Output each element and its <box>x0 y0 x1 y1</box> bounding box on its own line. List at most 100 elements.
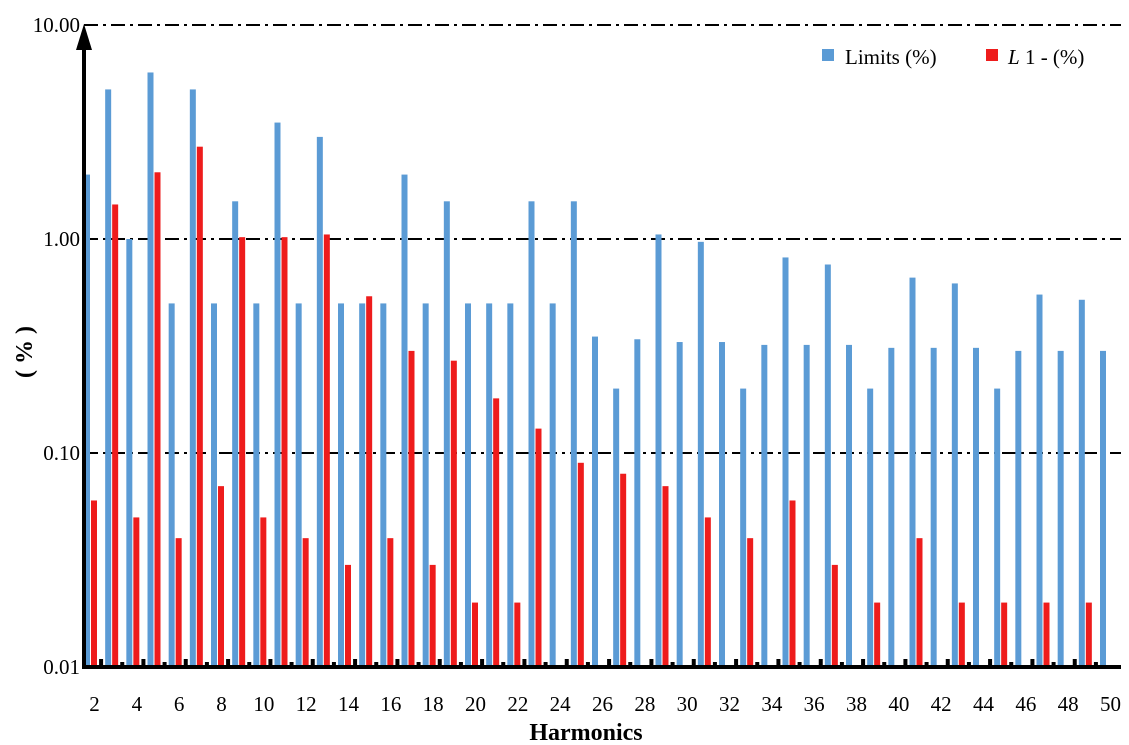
x-tick-mark <box>649 659 654 667</box>
x-tick-label: 42 <box>931 692 952 716</box>
y-tick-labels: 0.01 0.10 1.00 10.00 <box>33 13 80 679</box>
x-tick-mark <box>353 659 358 667</box>
x-tick-label: 32 <box>719 692 740 716</box>
x-tick-label: 28 <box>634 692 655 716</box>
bar-limits <box>359 303 366 667</box>
bar-limits <box>380 303 387 667</box>
x-tick-mark <box>903 659 908 667</box>
bar-limits <box>719 342 725 667</box>
x-tick-label: 46 <box>1015 692 1036 716</box>
bar-l1 <box>133 517 140 667</box>
bar-l1 <box>535 428 542 667</box>
x-tick-mark <box>776 659 781 667</box>
x-tick-label: 6 <box>174 692 185 716</box>
bar-limits <box>951 283 958 667</box>
x-tick-mark <box>183 659 188 667</box>
bar-l1 <box>260 517 267 667</box>
x-tick-label: 34 <box>761 692 783 716</box>
bar-l1 <box>323 234 330 667</box>
bar-limits <box>782 257 789 667</box>
bar-limits <box>824 264 831 667</box>
x-tick-mark <box>628 662 633 667</box>
bar-limits <box>761 344 768 667</box>
x-tick-mark <box>437 659 442 667</box>
y-tick-label: 0.10 <box>43 441 80 465</box>
bar-limits <box>422 303 429 667</box>
y-tick-label: 10.00 <box>33 13 80 37</box>
x-tick-mark <box>882 662 887 667</box>
bar-l1 <box>577 462 584 667</box>
x-tick-labels: 2 4 6 8 10 12 14 16 18 20 22 24 26 28 30 32 34 36 38 40 42 44… <box>89 692 1121 716</box>
bar-limits <box>592 336 598 667</box>
x-tick-mark <box>1093 662 1098 667</box>
bar-limits <box>105 89 112 668</box>
x-tick-label: 16 <box>380 692 401 716</box>
bar-l1 <box>831 564 838 667</box>
bar-limits <box>84 174 90 667</box>
bar-limits <box>613 388 620 667</box>
x-tick-label: 48 <box>1058 692 1079 716</box>
x-tick-mark <box>966 662 971 667</box>
x-tick-mark <box>607 659 612 667</box>
x-tick-label: 20 <box>465 692 486 716</box>
bar-l1 <box>196 146 203 667</box>
x-tick-mark <box>289 662 294 667</box>
x-tick-label: 40 <box>888 692 909 716</box>
bar-l1 <box>514 602 521 667</box>
bar-limits <box>126 239 133 667</box>
bar-limits <box>401 174 408 667</box>
bar-l1 <box>175 538 182 667</box>
bar-limits <box>1036 294 1043 667</box>
bar-l1 <box>281 237 288 668</box>
legend-label-l1: L 1 - (%) <box>1007 45 1084 69</box>
x-tick-label: 36 <box>804 692 825 716</box>
x-tick-mark <box>861 659 866 667</box>
x-tick-mark <box>1051 662 1056 667</box>
x-tick-mark <box>395 659 400 667</box>
x-tick-mark <box>1072 659 1077 667</box>
bar-limits <box>274 122 281 667</box>
x-tick-label: 18 <box>423 692 444 716</box>
bar-l1 <box>154 172 161 667</box>
x-tick-mark <box>543 662 548 667</box>
x-tick-mark <box>247 662 252 667</box>
bar-l1 <box>704 517 711 667</box>
bar-l1 <box>1085 602 1092 667</box>
bar-limits <box>867 388 874 667</box>
bar-limits <box>549 303 556 667</box>
axes <box>76 24 1121 669</box>
x-tick-mark <box>226 659 231 667</box>
bar-limits <box>1100 350 1106 667</box>
x-tick-mark <box>988 659 993 667</box>
x-tick-mark <box>141 659 146 667</box>
bar-l1 <box>958 602 965 667</box>
bar-limits <box>570 201 577 667</box>
bar-limits <box>634 339 641 667</box>
bar-limits <box>697 241 704 667</box>
x-tick-mark <box>204 662 209 667</box>
x-tick-mark <box>501 662 506 667</box>
x-tick-mark <box>1009 662 1014 667</box>
x-tick-mark <box>924 662 929 667</box>
x-tick-mark <box>1030 659 1035 667</box>
x-tick-mark <box>480 659 485 667</box>
x-tick-mark <box>458 662 463 667</box>
x-tick-label: 12 <box>296 692 317 716</box>
bar-l1 <box>239 237 246 668</box>
bar-l1 <box>493 398 500 667</box>
x-tick-mark <box>839 662 844 667</box>
x-tick-mark <box>797 662 802 667</box>
bar-l1 <box>472 602 478 667</box>
legend: Limits (%) L 1 - (%) <box>822 45 1084 69</box>
x-tick-label: 10 <box>253 692 274 716</box>
series-limits <box>84 72 1106 668</box>
bar-limits <box>846 344 852 667</box>
x-axis-title: Harmonics <box>529 720 642 745</box>
bar-limits <box>888 347 895 667</box>
bar-l1 <box>218 486 224 667</box>
bar-limits <box>253 303 260 667</box>
bar-l1 <box>662 486 669 667</box>
series-l1 <box>91 146 1092 668</box>
legend-label-limits: Limits (%) <box>845 45 937 69</box>
y-tick-label: 1.00 <box>43 227 80 251</box>
